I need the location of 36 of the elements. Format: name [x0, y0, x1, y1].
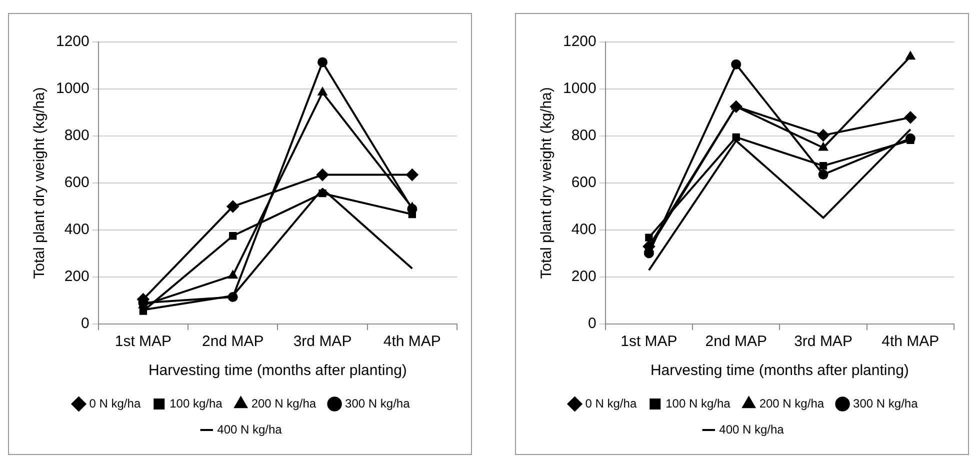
legend-label: 300 N kg/ha	[345, 396, 410, 410]
y-tick-label: 1200	[562, 33, 596, 50]
y-tick-label: 1200	[56, 33, 90, 50]
x-tick-label: 4th MAP	[383, 333, 441, 350]
x-axis-title: Harvesting time (months after planting)	[650, 362, 909, 380]
y-tick-label: 0	[588, 315, 596, 332]
y-tick-label: 0	[81, 315, 90, 332]
y-tick-label: 400	[571, 221, 596, 238]
x-tick-label: 3rd MAP	[293, 333, 352, 350]
x-tick-label: 1st MAP	[620, 333, 678, 350]
y-axis-title: Total plant dry weight (kg/ha)	[538, 87, 556, 279]
legend-label: 300 N kg/ha	[853, 396, 918, 410]
x-tick-label: 1st MAP	[114, 333, 172, 350]
x-tick-label: 2nd MAP	[202, 333, 264, 350]
legend-label: 400 N kg/ha	[719, 422, 784, 436]
legend-label: 200 N kg/ha	[759, 396, 824, 410]
y-tick-label: 1000	[56, 80, 90, 98]
y-tick-label: 200	[571, 268, 596, 286]
legend-label: 100 N kg/ha	[666, 396, 731, 410]
x-tick-label: 3rd MAP	[794, 333, 852, 350]
legend-label: 200 N kg/ha	[251, 396, 316, 410]
legend-label: 400 N kg/ha	[217, 422, 282, 436]
legend-label: 100 kg/ha	[170, 396, 223, 410]
legend-label: 0 N kg/ha	[89, 396, 141, 410]
legend-label: 0 N kg/ha	[585, 396, 637, 410]
y-axis-title: Total plant dry weight (kg/ha)	[31, 87, 48, 279]
y-tick-label: 600	[571, 174, 596, 192]
y-tick-label: 1000	[562, 80, 596, 98]
x-axis-title: Harvesting time (months after planting)	[148, 362, 407, 380]
x-tick-label: 2nd MAP	[705, 333, 767, 350]
y-tick-label: 800	[571, 127, 596, 144]
y-tick-label: 800	[64, 127, 90, 144]
x-tick-label: 4th MAP	[882, 333, 940, 350]
y-tick-label: 200	[64, 268, 90, 286]
y-tick-label: 600	[64, 174, 90, 192]
y-tick-label: 400	[64, 221, 90, 238]
